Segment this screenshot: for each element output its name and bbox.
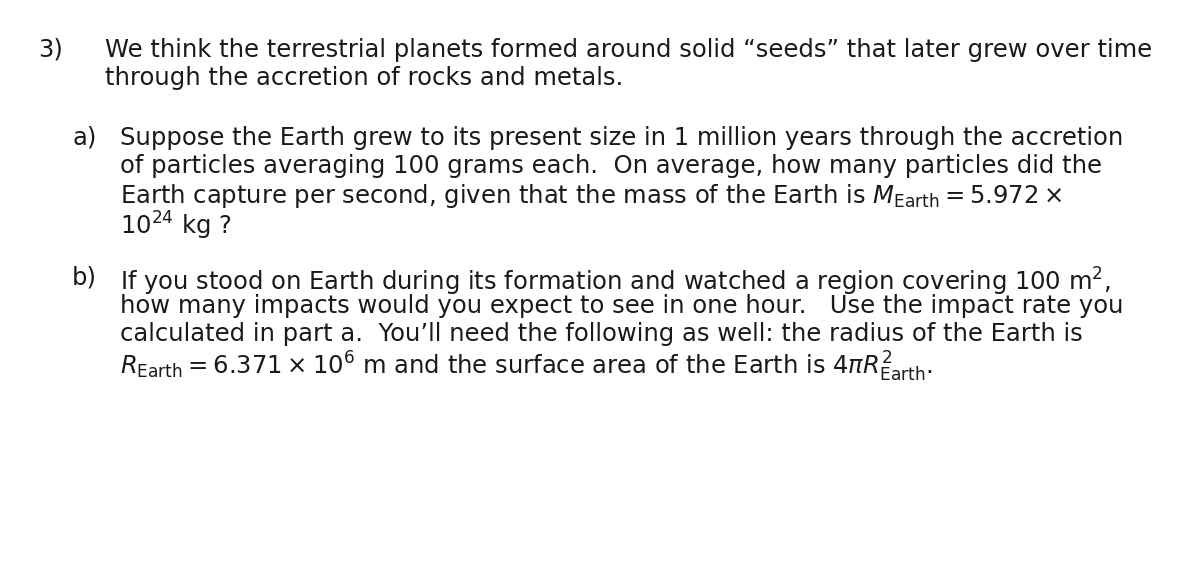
Text: calculated in part a.  You’ll need the following as well: the radius of the Eart: calculated in part a. You’ll need the fo…	[120, 322, 1082, 346]
Text: b): b)	[72, 266, 97, 290]
Text: of particles averaging 100 grams each.  On average, how many particles did the: of particles averaging 100 grams each. O…	[120, 154, 1102, 178]
Text: Earth capture per second, given that the mass of the Earth is $M_{\mathrm{Earth}: Earth capture per second, given that the…	[120, 182, 1062, 210]
Text: If you stood on Earth during its formation and watched a region covering 100 m$^: If you stood on Earth during its formati…	[120, 266, 1111, 298]
Text: We think the terrestrial planets formed around solid “seeds” that later grew ove: We think the terrestrial planets formed …	[106, 38, 1152, 62]
Text: 3): 3)	[38, 38, 62, 62]
Text: $R_{\mathrm{Earth}} = 6.371 \times 10^{6}$ m and the surface area of the Earth i: $R_{\mathrm{Earth}} = 6.371 \times 10^{6…	[120, 350, 932, 384]
Text: a): a)	[72, 126, 96, 150]
Text: how many impacts would you expect to see in one hour.   Use the impact rate you: how many impacts would you expect to see…	[120, 294, 1123, 318]
Text: through the accretion of rocks and metals.: through the accretion of rocks and metal…	[106, 66, 623, 90]
Text: $10^{24}$ kg ?: $10^{24}$ kg ?	[120, 210, 232, 242]
Text: Suppose the Earth grew to its present size in 1 million years through the accret: Suppose the Earth grew to its present si…	[120, 126, 1123, 150]
